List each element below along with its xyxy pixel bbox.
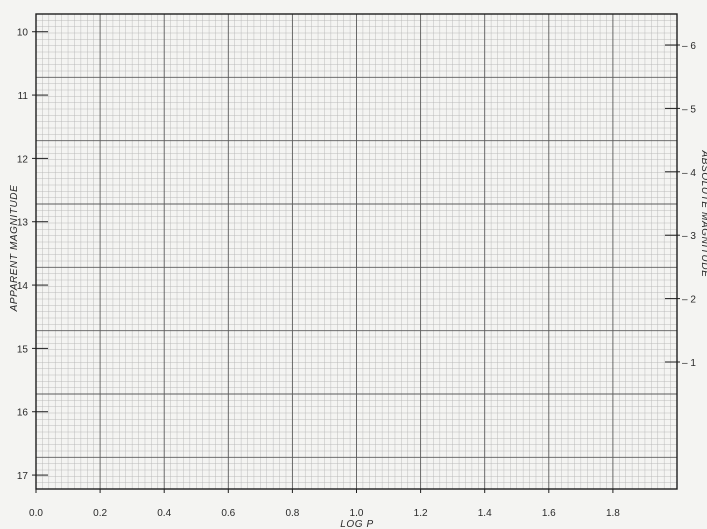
left-y-tick-label: 12 xyxy=(17,154,29,165)
x-tick-label: 1.8 xyxy=(606,508,620,519)
x-tick-label: 1.2 xyxy=(414,508,428,519)
right-y-tick-label: – 2 xyxy=(682,295,696,306)
x-tick-label: 0.4 xyxy=(157,508,171,519)
right-y-tick-label: – 6 xyxy=(682,41,696,52)
left-y-tick-label: 10 xyxy=(17,28,29,39)
right-y-tick-label: – 4 xyxy=(682,168,696,179)
x-tick-label: 0.8 xyxy=(285,508,299,519)
x-tick-label: 0.2 xyxy=(93,508,107,519)
left-y-axis-ticks: 10 11 12 13 14 15 16 17 xyxy=(17,28,48,482)
right-y-axis-title: ABSOLUTE MAGNITUDE xyxy=(699,150,707,278)
x-axis-ticks: 0.0 0.2 0.4 0.6 0.8 1.0 1.2 1.4 1.6 1.8 xyxy=(29,489,620,519)
right-y-tick-label: – 3 xyxy=(682,231,696,242)
x-axis-title: LOG P xyxy=(340,519,374,529)
left-y-tick-label: 14 xyxy=(17,281,29,292)
left-y-tick-label: 13 xyxy=(17,218,29,229)
left-y-tick-label: 11 xyxy=(18,91,29,102)
left-y-tick-label: 17 xyxy=(17,471,29,482)
right-y-axis-ticks: – 6 – 5 – 4 – 3 – 2 – 1 xyxy=(665,41,696,369)
x-tick-label: 1.0 xyxy=(350,508,364,519)
x-tick-label: 0.0 xyxy=(29,508,43,519)
left-y-tick-label: 16 xyxy=(17,408,29,419)
x-tick-label: 1.6 xyxy=(542,508,556,519)
x-tick-label: 0.6 xyxy=(221,508,235,519)
x-tick-label: 1.4 xyxy=(478,508,492,519)
left-y-tick-label: 15 xyxy=(17,344,29,355)
left-y-axis-title: APPARENT MAGNITUDE xyxy=(9,185,20,313)
right-y-tick-label: – 5 xyxy=(682,104,696,115)
plot-area xyxy=(35,13,678,490)
right-y-tick-label: – 1 xyxy=(682,358,696,369)
